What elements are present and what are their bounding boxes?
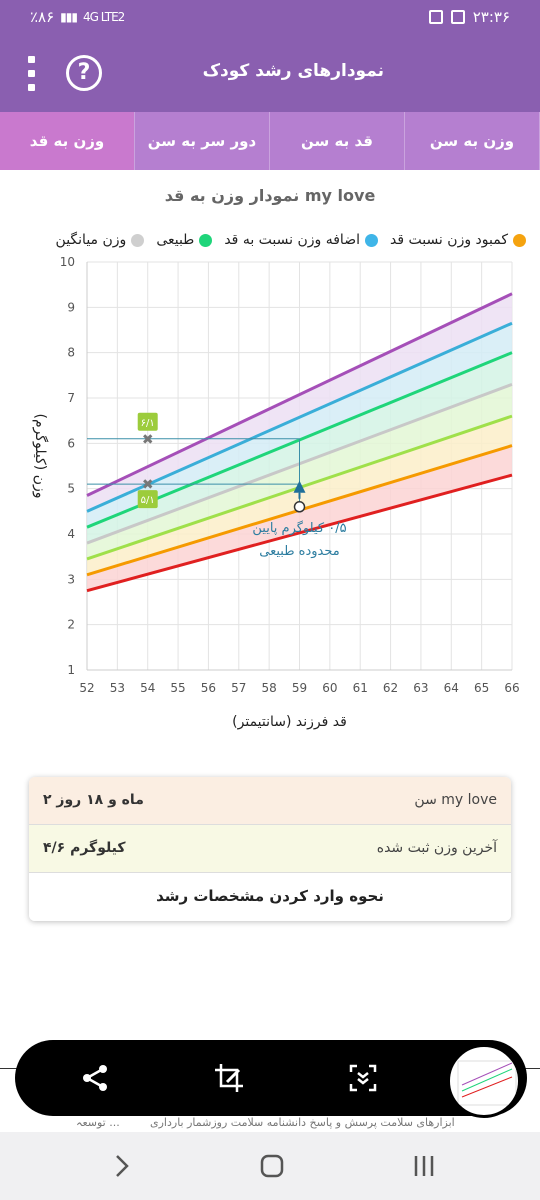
share-icon[interactable] (79, 1062, 111, 1094)
weight-label: آخرین وزن ثبت شده (376, 840, 497, 856)
y-tick-label: 6 (67, 436, 75, 450)
system-nav-bar (0, 1132, 540, 1200)
battery-text: ٪۸۶ (30, 8, 55, 26)
tab-weight-for-age[interactable]: وزن به سن (405, 112, 540, 170)
curve-line (86, 321, 513, 513)
y-tick-label: 2 (67, 618, 75, 632)
y-tick-label: 8 (67, 346, 75, 360)
legend-item: اضافه وزن نسبت به قد (224, 230, 378, 250)
weight-row: آخرین وزن ثبت شده ۴/۶ کیلوگرم (29, 825, 511, 873)
x-tick-label: 62 (383, 681, 398, 695)
tab-height-for-age[interactable]: قد به سن (270, 112, 405, 170)
band-area (87, 323, 512, 528)
x-tick-label: 52 (79, 681, 94, 695)
band-area (87, 293, 512, 512)
status-time: ۲۳:۳۶ (472, 8, 510, 26)
legend-dot (364, 233, 378, 247)
y-tick-label: 1 (67, 663, 75, 677)
y-tick-label: 7 (67, 391, 75, 405)
bottom-label-1: توسعہ ... (76, 1116, 120, 1129)
y-tick-label: 3 (67, 572, 75, 586)
page-title: نمودارهای رشد کودک (202, 61, 384, 81)
help-icon[interactable]: ? (66, 55, 102, 91)
point-label-box (137, 412, 158, 431)
x-tick-label: 63 (413, 681, 428, 695)
screenshot-thumbnail[interactable] (447, 1044, 521, 1118)
age-label: سن my love (414, 792, 497, 808)
y-tick-label: 9 (67, 300, 75, 314)
point-label: ۵/۱ (141, 495, 155, 506)
legend-item: کمبود وزن نسبت قد (390, 230, 526, 250)
screenshot-toolbar (15, 1040, 527, 1116)
status-bar: ۲۳:۳۶ ٪۸۶ ▮▮▮ 4G LTE2 (0, 0, 540, 34)
home-icon[interactable] (252, 1150, 292, 1182)
howto-button[interactable]: نحوه وارد کردن مشخصات رشد (29, 873, 511, 921)
point-label: ۶/۱ (141, 418, 155, 429)
info-card: سن my love ۲ ماه و ۱۸ روز آخرین وزن ثبت … (29, 777, 511, 921)
legend-dot (199, 233, 213, 247)
x-tick-label: 55 (170, 681, 185, 695)
x-tick-label: 60 (322, 681, 337, 695)
legend-label: وزن میانگین (55, 232, 127, 248)
bottom-nav-labels: توسعہ ... ابزارهای سلامت پرسش و پاسخ دان… (0, 1116, 540, 1132)
x-tick-label: 58 (262, 681, 277, 695)
band-area (87, 445, 512, 591)
back-icon[interactable] (102, 1150, 142, 1182)
legend-dot (131, 233, 145, 247)
age-row: سن my love ۲ ماه و ۱۸ روز (29, 777, 511, 825)
x-tick-label: 56 (201, 681, 216, 695)
data-point: ✖ (142, 432, 154, 448)
crop-edit-icon[interactable] (213, 1062, 245, 1094)
signal-icon: ▮▮▮ (60, 10, 78, 24)
point-label-box (137, 490, 158, 509)
legend-label: طبیعی (156, 232, 195, 248)
marker-point (293, 501, 306, 513)
age-value: ۲ ماه و ۱۸ روز (43, 792, 144, 808)
tab-bar: وزن به قد دور سر به سن قد به سن وزن به س… (0, 112, 540, 170)
marker-arrow (293, 480, 306, 493)
legend-dot (513, 233, 526, 247)
x-tick-label: 61 (353, 681, 368, 695)
y-tick-label: 4 (67, 527, 75, 541)
chart-legend: کمبود وزن نسبت قد اضافه وزن نسبت به قد ط… (14, 230, 526, 250)
curve-line (86, 473, 513, 593)
tab-head-for-age[interactable]: دور سر به سن (135, 112, 270, 170)
x-tick-label: 59 (292, 681, 307, 695)
thumbnail-image (457, 1060, 517, 1106)
weight-value: ۴/۶ کیلوگرم (43, 840, 126, 856)
x-tick-label: 53 (110, 681, 125, 695)
x-tick-label: 54 (140, 681, 155, 695)
x-tick-label: 66 (504, 681, 519, 695)
tab-weight-for-height[interactable]: وزن به قد (0, 112, 135, 170)
y-tick-label: 10 (60, 255, 75, 269)
legend-item: طبیعی (156, 230, 213, 250)
x-axis-label: قد فرزند (سانتیمتر) (232, 714, 347, 730)
curve-line (86, 292, 513, 497)
recents-icon[interactable] (404, 1150, 444, 1182)
annotation-text: ۰/۵ کیلوگرم پایین (252, 520, 346, 536)
x-tick-label: 65 (474, 681, 489, 695)
legend-label: اضافه وزن نسبت به قد (224, 232, 360, 248)
growth-chart: 52 53 54 55 56 57 58 59 60 61 62 63 64 65 661234567891… (32, 255, 520, 730)
checkbox-icon (428, 10, 443, 24)
y-axis-label: وزن (کیلوگرم) (32, 414, 49, 499)
y-tick-label: 5 (67, 482, 75, 496)
x-tick-label: 57 (231, 681, 246, 695)
network-type: 4G LTE2 (82, 10, 125, 24)
more-options-icon[interactable] (26, 54, 36, 94)
x-tick-label: 64 (444, 681, 459, 695)
bottom-label-2: ابزارهای سلامت پرسش و پاسخ دانشنامه سلام… (150, 1116, 455, 1129)
status-right: ۲۳:۳۶ (428, 8, 510, 26)
legend-item: وزن میانگین (56, 230, 145, 250)
legend-label: کمبود وزن نسبت قد (389, 232, 508, 248)
status-left: ٪۸۶ ▮▮▮ 4G LTE2 (30, 8, 125, 26)
image-icon (450, 10, 465, 24)
chart-title: نمودار وزن به قد my love (164, 186, 376, 205)
annotation-text: محدوده طبیعی (259, 544, 340, 559)
app-bar: ? نمودارهای رشد کودک (0, 34, 540, 112)
scroll-capture-icon[interactable] (347, 1062, 379, 1094)
data-point: ✖ (142, 477, 154, 493)
